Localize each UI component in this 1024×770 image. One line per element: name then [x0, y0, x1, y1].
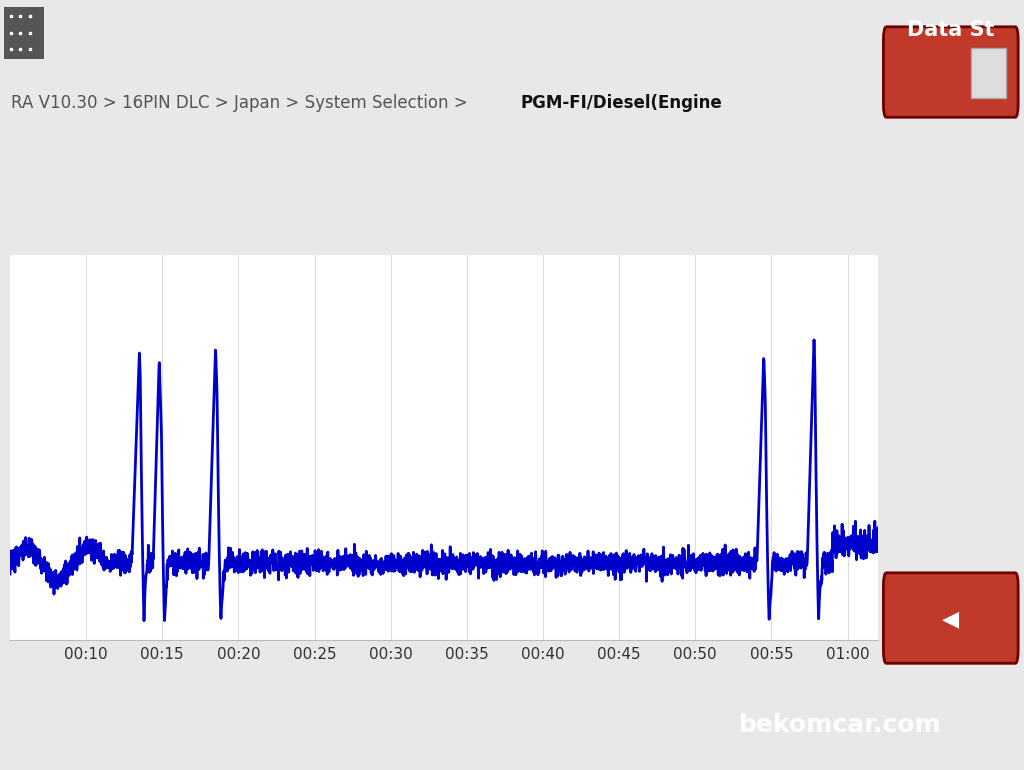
Text: ◀: ◀ [942, 610, 959, 630]
Text: PGM-FI/Diesel(Engine: PGM-FI/Diesel(Engine [520, 93, 722, 112]
FancyBboxPatch shape [972, 49, 1007, 99]
Text: bekomcar.com: bekomcar.com [739, 713, 942, 737]
FancyBboxPatch shape [884, 27, 1018, 117]
FancyBboxPatch shape [884, 573, 1018, 663]
FancyBboxPatch shape [4, 6, 44, 59]
Text: Data St: Data St [907, 20, 994, 40]
Text: RA V10.30 > 16PIN DLC > Japan > System Selection >: RA V10.30 > 16PIN DLC > Japan > System S… [10, 93, 472, 112]
